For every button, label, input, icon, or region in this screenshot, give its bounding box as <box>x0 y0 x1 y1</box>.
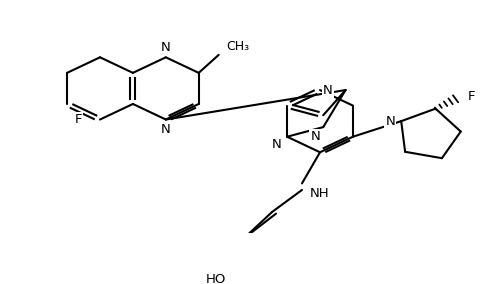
Text: F: F <box>468 90 475 103</box>
Text: F: F <box>74 113 82 126</box>
Text: N: N <box>161 41 171 54</box>
Text: N: N <box>385 115 395 128</box>
Text: CH₃: CH₃ <box>227 40 250 53</box>
Text: N: N <box>161 123 171 136</box>
Text: NH: NH <box>310 187 330 201</box>
Text: N: N <box>311 130 320 143</box>
Text: N: N <box>271 138 281 151</box>
Text: HO: HO <box>205 273 226 284</box>
Text: N: N <box>323 83 333 97</box>
